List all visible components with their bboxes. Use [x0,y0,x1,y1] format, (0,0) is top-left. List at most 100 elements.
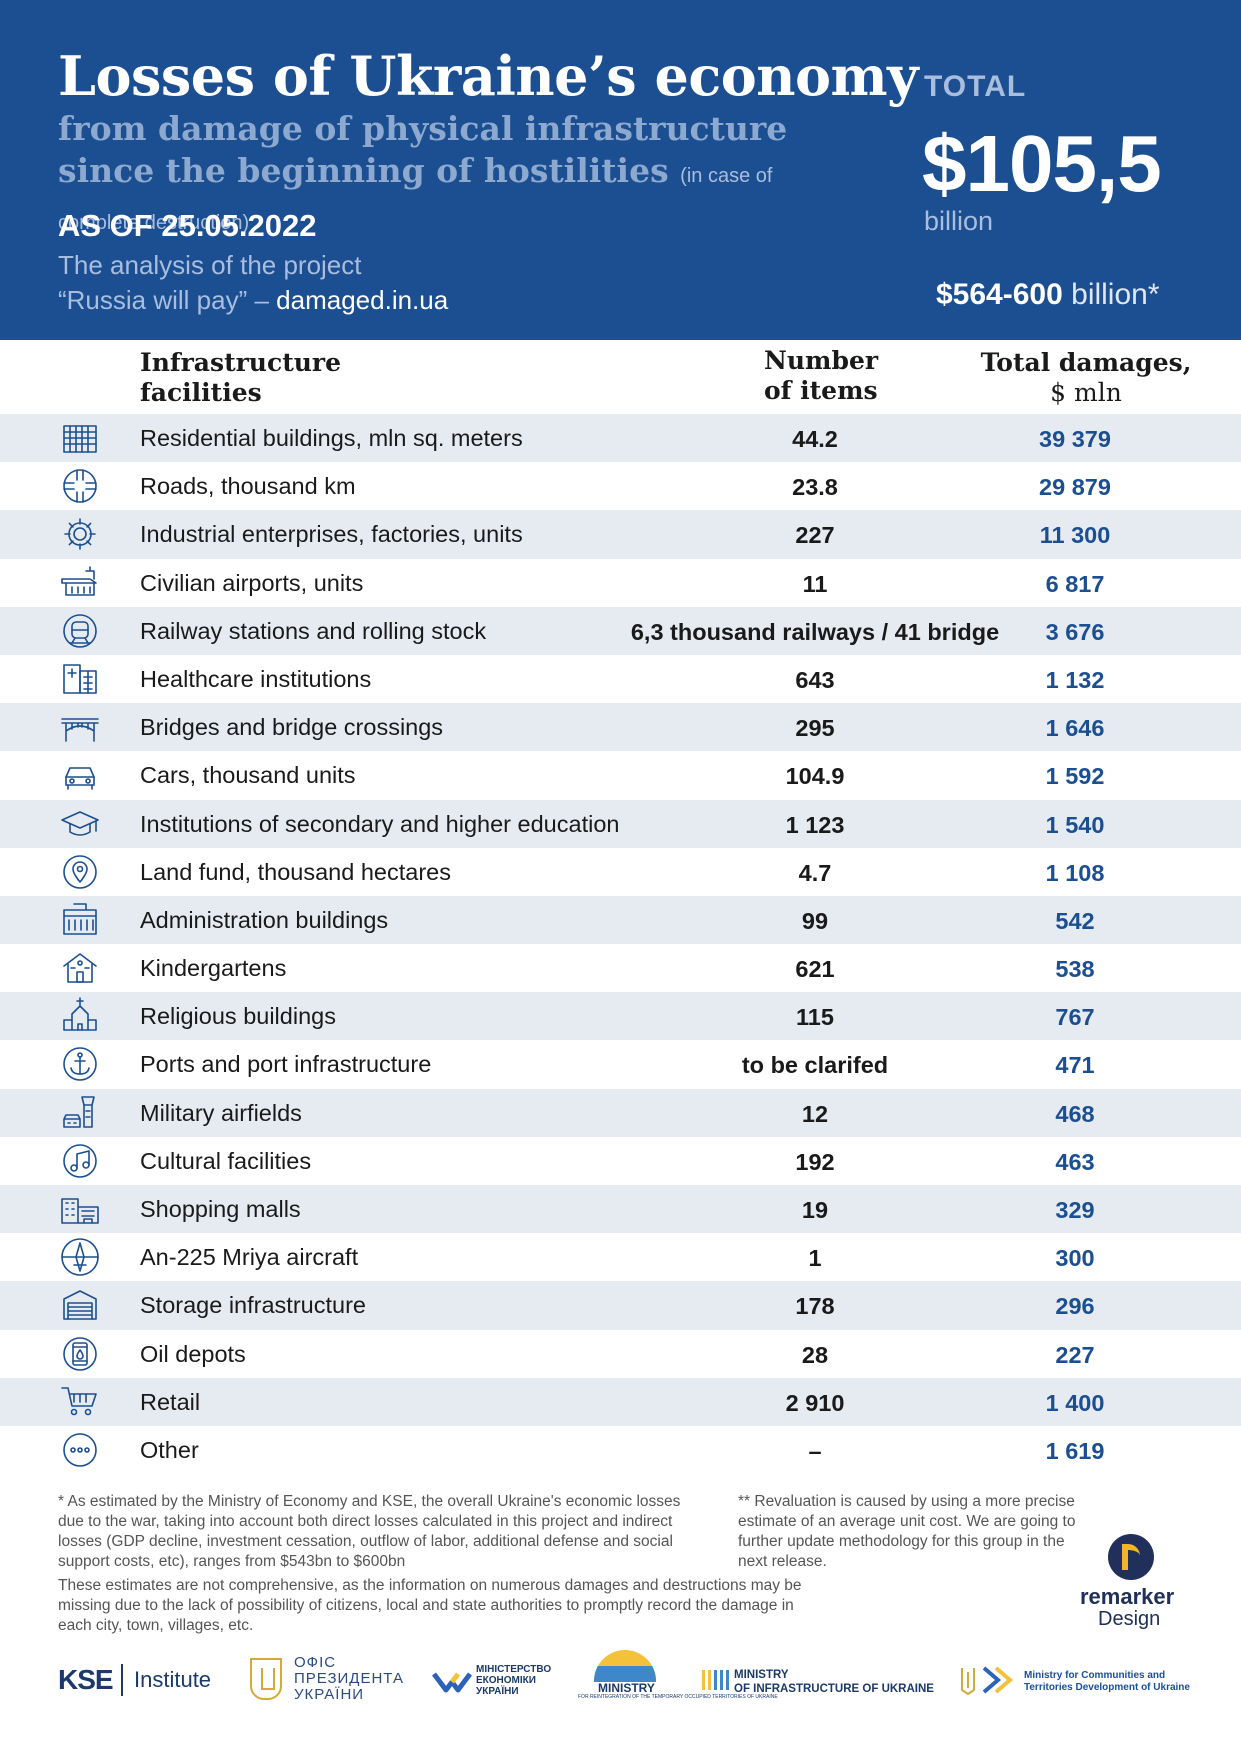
damages-value: 471 [1055,1052,1095,1079]
items-count: 227 [795,522,835,549]
economy-ministry-line1: МІНІСТЕРСТВО [476,1664,552,1675]
church-icon [60,996,100,1036]
map-pin-icon [60,852,100,892]
airport-icon [60,563,100,603]
total-label: TOTAL [924,70,1027,103]
table-row: Healthcare institutions 643 1 132 [0,654,1241,704]
table-row: Civilian airports, units 11 6 817 [0,558,1241,607]
items-count: to be clarifed [741,1052,889,1079]
table-row: Roads, thousand km 23.8 29 879 [0,462,1241,511]
items-count: 28 [801,1341,829,1368]
damages-value: 6 817 [1045,570,1105,597]
infrastructure-ministry-line1: MINISTRY [734,1669,789,1681]
items-count: 643 [795,666,835,693]
damages-value: 1 108 [1045,859,1105,886]
column-header-damages-line2: $ mln [1050,378,1122,407]
road-icon [60,466,100,506]
facility-name: Ports and port infrastructure [140,1051,432,1078]
table-row: Bridges and bridge crossings 295 1 646 [0,703,1241,752]
total-unit: billion [924,206,994,236]
facility-name: Kindergartens [140,955,287,982]
president-office-logo: ОФІС ПРЕЗИДЕНТА УКРАЇНИ [294,1655,404,1703]
economy-ministry-logo: МІНІСТЕРСТВО ЕКОНОМІКИ УКРАЇНИ [476,1664,551,1697]
table-row: Kindergartens 621 538 [0,944,1241,993]
anchor-icon [60,1044,100,1084]
table-row: Administration buildings 99 542 [0,895,1241,945]
table-row: Cars, thousand units 104.9 1 592 [0,751,1241,800]
subtitle-note: (in case of complete destruction) [58,165,773,234]
items-count: 4.7 [798,859,832,886]
items-count: 295 [795,715,835,742]
items-count: – [808,1437,822,1464]
reintegration-ministry-subtitle: FOR REINTEGRATION OF THE TEMPORARY OCCUP… [578,1694,778,1700]
damages-value: 329 [1055,1197,1095,1223]
communities-ministry-line1: Ministry for Communities and [1024,1670,1166,1681]
gear-icon [60,514,100,554]
footnote-estimate: * As estimated by the Ministry of Econom… [58,1493,681,1570]
table-row: Residential buildings, mln sq. meters 44.… [0,414,1241,463]
airplane-icon [60,1237,100,1277]
facility-name: Administration buildings [140,906,389,933]
facility-name: Military airfields [140,1099,302,1126]
damages-value: 1 592 [1045,763,1105,790]
footnote-disclaimer: These estimates are not comprehensive, a… [58,1577,802,1634]
kindergarten-icon [60,948,100,988]
table-row: Cultural facilities 192 463 [0,1136,1241,1185]
column-header-facilities: Infrastructure facilities [140,348,341,408]
economy-ministry-line2: ЕКОНОМІКИ [476,1675,536,1686]
total-range: $564-600 billion* [936,278,1160,312]
facility-name: An-225 Mriya aircraft [140,1244,359,1271]
table-row: Institutions of secondary and higher edu… [0,799,1241,848]
reintegration-ministry-title: MINISTRY [598,1681,655,1695]
table-row: Railway stations and rolling stock 6,3 th… [0,606,1241,655]
shopping-cart-icon [60,1382,100,1422]
remarker-logo-icon [1108,1534,1154,1580]
facility-name: Other [140,1436,199,1463]
total-value: $105,5 [922,119,1162,208]
warehouse-icon [60,1285,100,1325]
footnote-revaluation: ** Revaluation is caused by using a more… [738,1493,1076,1570]
items-count: 99 [801,907,829,934]
communities-ministry-line2: Territories Development of Ukraine [1024,1682,1190,1693]
control-tower-icon [60,1093,100,1133]
items-count: 1 [808,1245,822,1272]
items-count: 115 [796,1004,834,1031]
facility-name: Civilian airports, units [140,569,364,596]
analysis-project: “Russia will pay” – [58,285,277,315]
table-row: Ports and port infrastructure to be clari… [0,1040,1241,1089]
items-count: 621 [795,956,835,983]
infrastructure-ministry-line2: OF INFRASTRUCTURE OF UKRAINE [734,1683,934,1695]
facility-name: Residential buildings, mln sq. meters [140,425,523,451]
total-range-value: $564-600 [936,278,1063,311]
column-header-items: Number of items [764,346,878,406]
facility-name: Roads, thousand km [140,473,356,500]
president-office-line3: УКРАЇНИ [294,1686,365,1703]
items-count: 178 [795,1293,835,1320]
damages-value: 1 646 [1045,715,1105,742]
table-row: Oil depots 28 227 [0,1329,1241,1378]
items-count: 2 910 [785,1389,845,1416]
communities-ministry-logo: Ministry for Communities and Territories… [1024,1670,1190,1694]
damages-value: 463 [1055,1148,1095,1175]
items-count: 19 [801,1197,829,1223]
infrastructure-ministry-mark-icon [702,1670,729,1690]
residential-building-icon [60,418,100,458]
table-row: Religious buildings 115 767 [0,992,1241,1041]
damages-value: 538 [1055,956,1095,983]
page-title: Losses of Ukraine’s economy [58,44,919,108]
president-office-line1: ОФІС [294,1654,337,1671]
kse-institute-label: Institute [134,1667,212,1692]
as-of-date: AS OF 25.05.2022 [58,208,317,243]
president-office-line2: ПРЕЗИДЕНТА [294,1670,404,1687]
damages-value: 1 132 [1045,666,1105,693]
damages-value: 1 400 [1045,1389,1105,1416]
analysis-site-link[interactable]: damaged.in.ua [276,285,449,315]
hospital-icon [60,659,100,699]
table-row: Retail 2 910 1 400 [0,1377,1241,1426]
shopping-mall-icon [60,1189,100,1229]
subtitle-text: from damage of physical infrastructure s… [58,109,788,190]
items-count: 12 [801,1100,829,1127]
table-row: Shopping malls 19 329 [0,1185,1241,1234]
column-header-items-line1: Number [764,346,879,375]
facility-name: Healthcare institutions [140,665,372,692]
